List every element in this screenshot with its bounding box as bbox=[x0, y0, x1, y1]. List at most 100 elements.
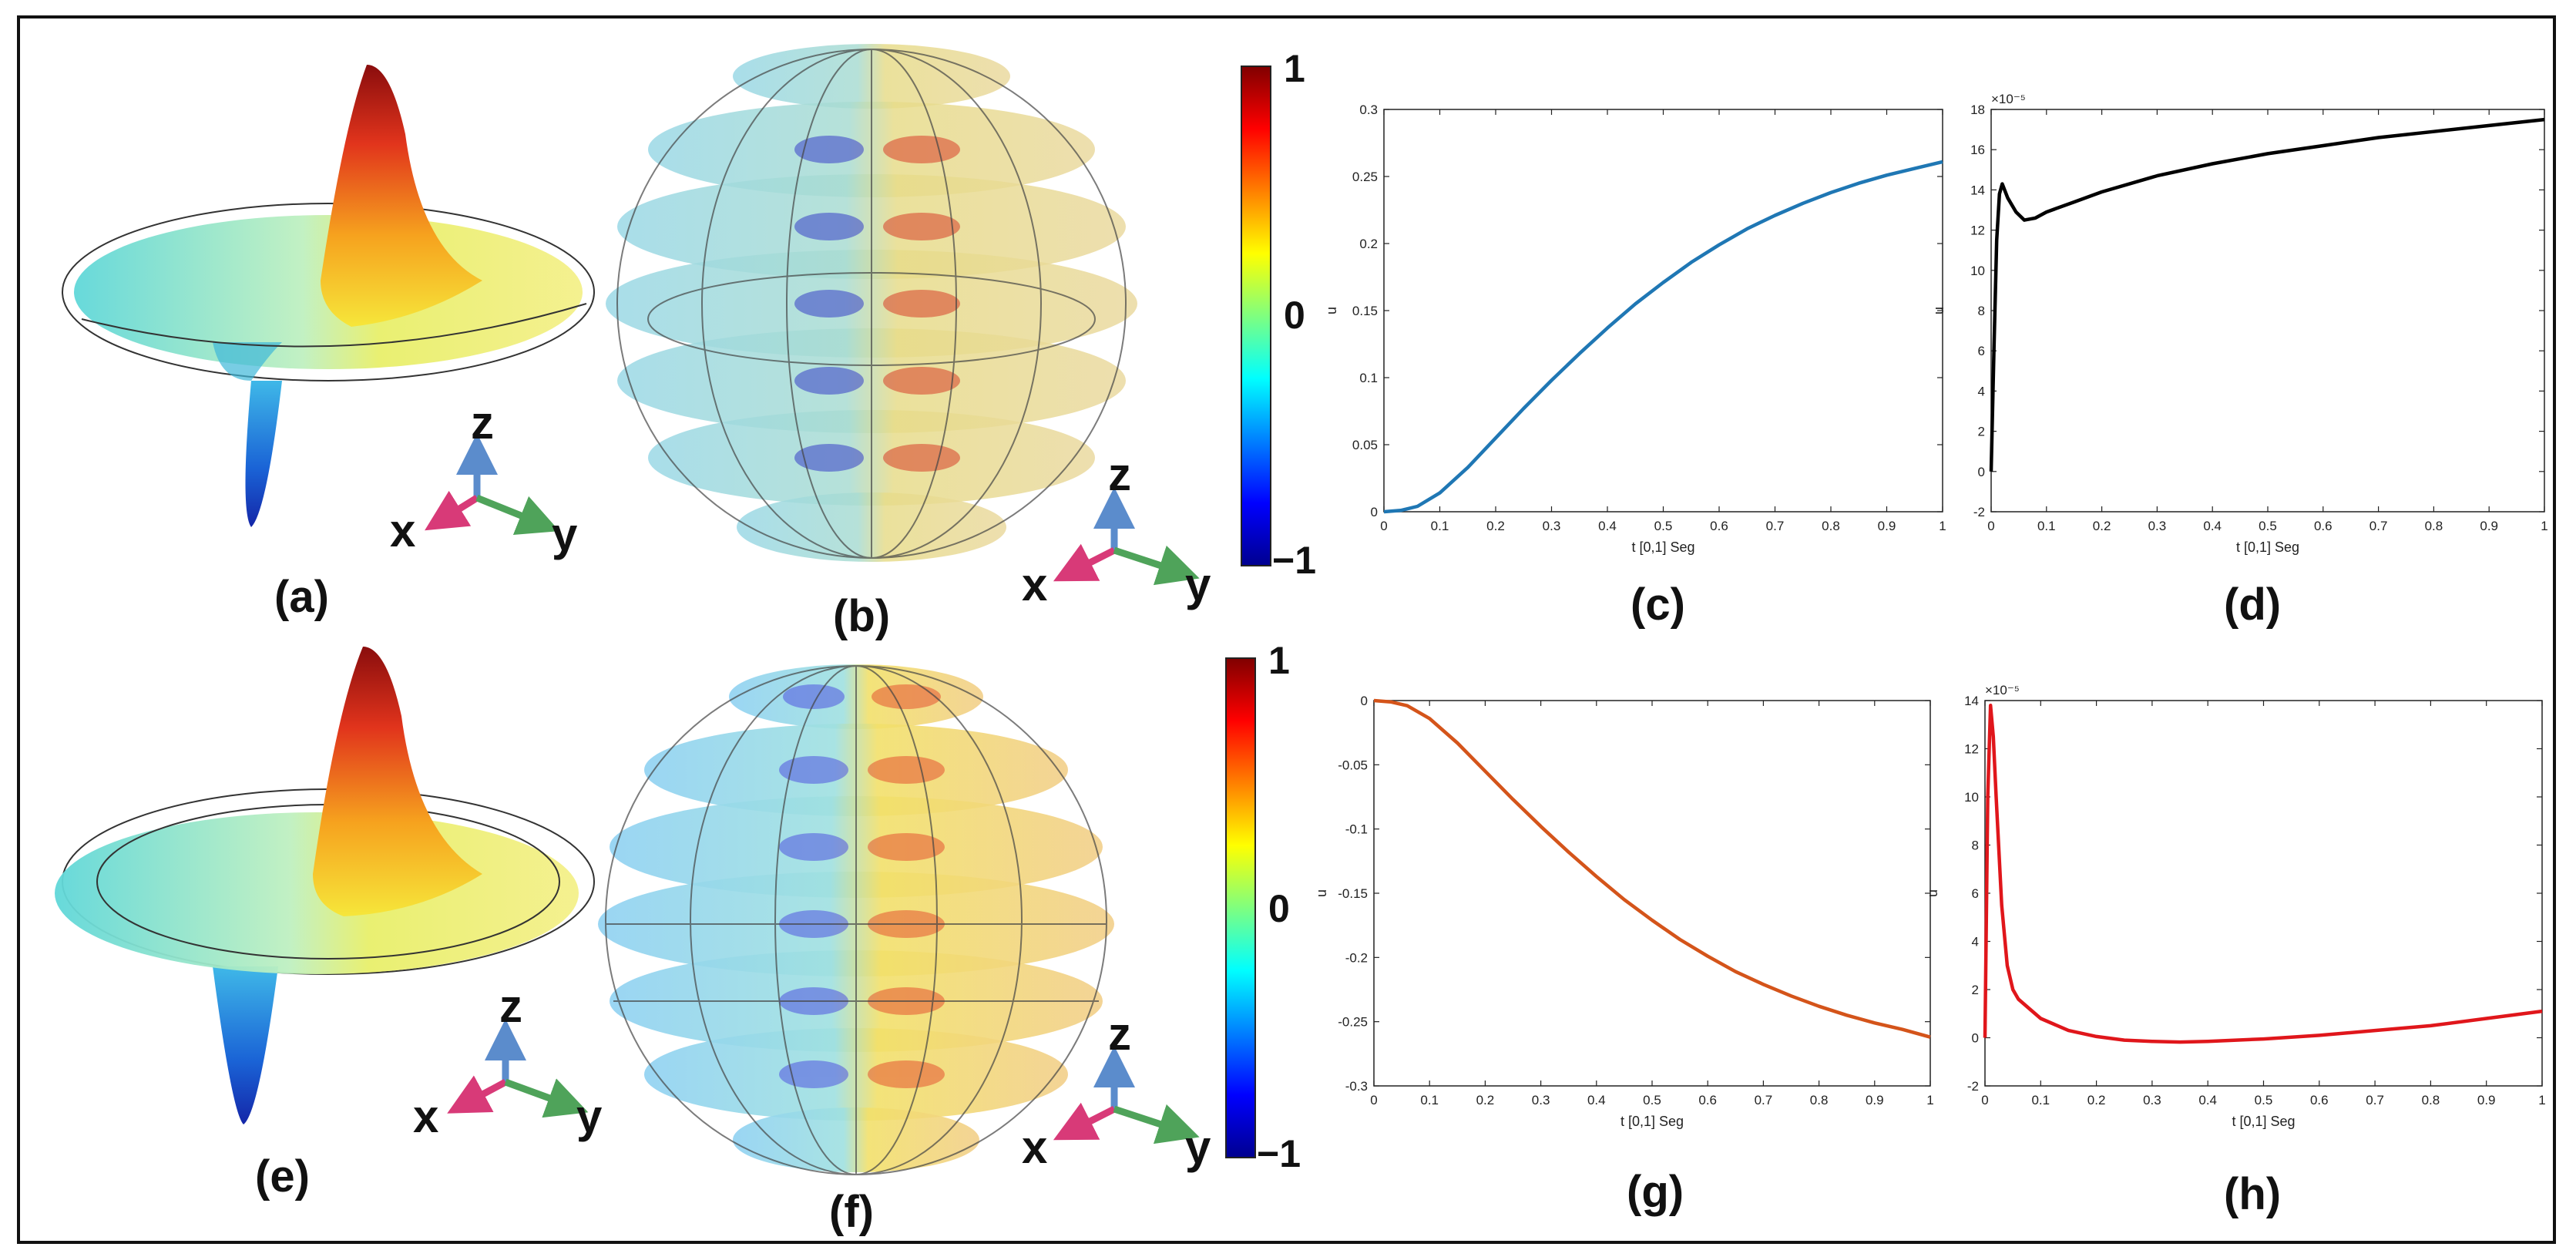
series-line bbox=[1983, 704, 2543, 1044]
y-tick-label: 0.2 bbox=[1359, 237, 1378, 251]
line-chart-g: 0 0.1 0.2 0.3 0.4 0.5 0.6 0.7 0.8 0.9 1 -0.3 -0.25 -0… bbox=[1314, 694, 1934, 1129]
y-tick-label: 4 bbox=[1972, 935, 1979, 949]
x-tick-label: 0.9 bbox=[2477, 1093, 2496, 1107]
axis-label-z-a: z bbox=[471, 397, 494, 449]
x-tick-label: 0.7 bbox=[2369, 519, 2388, 533]
y-axis-exponent: ×10⁻⁵ bbox=[1985, 683, 2020, 697]
x-tick-label: 0.1 bbox=[1431, 519, 1449, 533]
y-tick-label: 4 bbox=[1978, 384, 1985, 398]
y-tick-label: 8 bbox=[1978, 304, 1985, 318]
x-tick-label: 0.4 bbox=[2198, 1093, 2217, 1107]
y-tick-label: 0.1 bbox=[1359, 371, 1378, 385]
x-tick-label: 0.2 bbox=[2093, 519, 2111, 533]
x-tick-label: 0.3 bbox=[2148, 519, 2167, 533]
x-tick-label: 0.7 bbox=[1766, 519, 1785, 533]
series-line bbox=[1383, 160, 1943, 514]
colorbar-top-mid: 0 bbox=[1284, 294, 1305, 337]
colorbar-bottom-mid: 0 bbox=[1268, 887, 1290, 930]
y-tick-label: 12 bbox=[1970, 224, 1985, 238]
axis-triad-f: z x y bbox=[1022, 1008, 1211, 1173]
sphere-slices-b bbox=[606, 44, 1137, 562]
axis-label-z-f: z bbox=[1108, 1008, 1131, 1060]
y-tick-label: 10 bbox=[1964, 790, 1979, 805]
series-line bbox=[1373, 698, 1931, 1039]
colorbar-bottom-min: −1 bbox=[1257, 1132, 1301, 1175]
x-tick-label: 0.2 bbox=[1476, 1093, 1495, 1107]
figure-frame: 1 0 −1 1 0 −1 z x y z x y z x y z x bbox=[17, 15, 2556, 1244]
y-axis-label: u bbox=[1931, 307, 1946, 314]
y-tick-label: 0 bbox=[1972, 1031, 1979, 1046]
x-tick-label: 0.5 bbox=[2255, 1093, 2273, 1107]
y-tick-label: -0.25 bbox=[1338, 1015, 1368, 1030]
x-tick-label: 0 bbox=[1987, 519, 1994, 533]
panel-label-c: (c) bbox=[1631, 580, 1685, 630]
axis-label-y-a: y bbox=[552, 509, 578, 560]
figure-canvas: 1 0 −1 1 0 −1 z x y z x y z x y z x bbox=[55, 44, 2548, 1237]
axis-label-x-e: x bbox=[413, 1091, 438, 1142]
x-tick-label: 0.2 bbox=[1486, 519, 1505, 533]
y-tick-label: -0.05 bbox=[1338, 758, 1368, 772]
axis-label-x-f: x bbox=[1022, 1121, 1047, 1173]
x-tick-label: 0.7 bbox=[1755, 1093, 1773, 1107]
axis-label-x-a: x bbox=[390, 505, 415, 556]
x-tick-label: 1 bbox=[1939, 519, 1946, 533]
x-tick-label: 0.8 bbox=[2422, 1093, 2440, 1107]
x-tick-label: 0.1 bbox=[2031, 1093, 2050, 1107]
y-axis-exponent: ×10⁻⁵ bbox=[1991, 92, 2026, 106]
surface-plot-e bbox=[55, 647, 595, 1124]
x-axis-label: t [0,1] Seg bbox=[2232, 1114, 2295, 1129]
x-tick-label: 0.5 bbox=[1643, 1093, 1661, 1107]
plot-area bbox=[1984, 700, 2543, 1087]
x-axis-label: t [0,1] Seg bbox=[1631, 539, 1694, 555]
x-tick-label: 0.6 bbox=[2314, 519, 2333, 533]
x-tick-label: 0 bbox=[1370, 1093, 1377, 1107]
colorbar-top: 1 0 −1 bbox=[1241, 47, 1316, 582]
y-tick-label: -0.2 bbox=[1345, 950, 1368, 965]
y-tick-label: -0.3 bbox=[1345, 1079, 1368, 1094]
axis-triad-a: z x y bbox=[390, 397, 578, 560]
y-tick-label: 14 bbox=[1964, 694, 1979, 708]
y-tick-label: 0.25 bbox=[1352, 170, 1378, 184]
x-tick-label: 0.5 bbox=[2259, 519, 2277, 533]
x-tick-label: 0.1 bbox=[1420, 1093, 1439, 1107]
plot-area bbox=[1373, 700, 1931, 1087]
colorbar-bottom: 1 0 −1 bbox=[1225, 639, 1301, 1175]
y-tick-label: 2 bbox=[1972, 983, 1979, 997]
series-line bbox=[1989, 117, 2545, 472]
x-tick-label: 0.9 bbox=[2480, 519, 2498, 533]
y-tick-label: -0.1 bbox=[1345, 822, 1368, 837]
y-tick-label: 12 bbox=[1964, 742, 1979, 757]
x-tick-label: 0.9 bbox=[1866, 1093, 1884, 1107]
y-tick-label: 0 bbox=[1371, 505, 1378, 519]
x-tick-label: 0.6 bbox=[1710, 519, 1728, 533]
axis-label-z-e: z bbox=[499, 980, 522, 1032]
panel-label-a: (a) bbox=[274, 572, 329, 622]
x-tick-label: 0.8 bbox=[2425, 519, 2443, 533]
y-tick-label: 16 bbox=[1970, 143, 1985, 157]
axis-label-y-b: y bbox=[1185, 559, 1211, 610]
y-tick-label: 8 bbox=[1972, 839, 1979, 853]
x-tick-label: 0.5 bbox=[1654, 519, 1673, 533]
y-tick-label: 14 bbox=[1970, 183, 1985, 197]
surface-plot-a bbox=[62, 65, 595, 527]
colorbar-top-max: 1 bbox=[1284, 47, 1305, 90]
colorbar-top-min: −1 bbox=[1272, 539, 1316, 582]
x-tick-label: 0.8 bbox=[1810, 1093, 1829, 1107]
y-axis-label: u bbox=[1925, 889, 1940, 897]
x-tick-label: 0.2 bbox=[2087, 1093, 2106, 1107]
x-axis-label: t [0,1] Seg bbox=[1620, 1114, 1684, 1129]
panel-label-g: (g) bbox=[1627, 1167, 1684, 1217]
x-tick-label: 0.8 bbox=[1822, 519, 1840, 533]
x-tick-label: 0.1 bbox=[2037, 519, 2056, 533]
y-tick-label: 6 bbox=[1972, 886, 1979, 901]
line-chart-h: 0 0.1 0.2 0.3 0.4 0.5 0.6 0.7 0.8 0.9 1-2024681012… bbox=[1925, 683, 2546, 1129]
y-tick-label: 2 bbox=[1978, 425, 1985, 439]
x-tick-label: 0.7 bbox=[2366, 1093, 2384, 1107]
x-tick-label: 0.3 bbox=[2143, 1093, 2161, 1107]
x-tick-label: 0.4 bbox=[2203, 519, 2222, 533]
plot-area bbox=[1383, 109, 1943, 513]
axis-triad-e: z x y bbox=[413, 980, 603, 1142]
y-tick-label: -2 bbox=[1973, 505, 1985, 519]
panel-label-e: (e) bbox=[255, 1151, 310, 1202]
line-chart-c: 0 0.1 0.2 0.3 0.4 0.5 0.6 0.7 0.8 0.9 1 0 0.05 0.1 0.1… bbox=[1324, 103, 1946, 555]
